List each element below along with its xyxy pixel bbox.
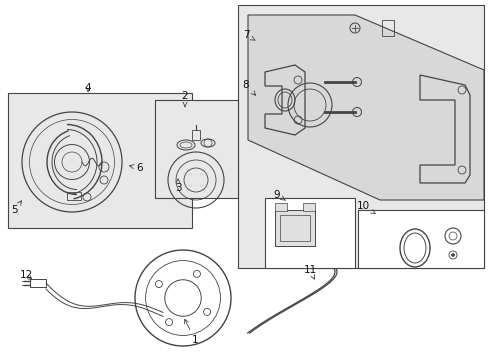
- Text: 5: 5: [12, 201, 21, 215]
- Bar: [264, 198, 354, 268]
- Text: 10: 10: [356, 201, 374, 213]
- Bar: [8, 93, 192, 228]
- Bar: [274, 203, 286, 211]
- Circle shape: [450, 253, 453, 256]
- Bar: [30, 279, 46, 287]
- Text: 12: 12: [20, 270, 33, 280]
- Bar: [381, 20, 393, 36]
- Bar: [155, 100, 238, 198]
- Bar: [238, 5, 483, 268]
- Bar: [280, 215, 309, 241]
- Bar: [192, 130, 200, 140]
- Text: 3: 3: [174, 179, 181, 193]
- Text: 11: 11: [303, 265, 316, 279]
- Bar: [67, 192, 81, 200]
- Bar: [357, 210, 483, 268]
- Text: 6: 6: [129, 163, 143, 173]
- Bar: [274, 210, 314, 246]
- Text: 7: 7: [242, 30, 254, 40]
- Polygon shape: [247, 15, 483, 200]
- Text: 8: 8: [242, 80, 255, 95]
- Bar: [303, 203, 314, 211]
- Text: 4: 4: [84, 83, 91, 93]
- Text: 2: 2: [182, 91, 188, 107]
- Text: 9: 9: [273, 190, 285, 201]
- Text: 1: 1: [184, 319, 198, 345]
